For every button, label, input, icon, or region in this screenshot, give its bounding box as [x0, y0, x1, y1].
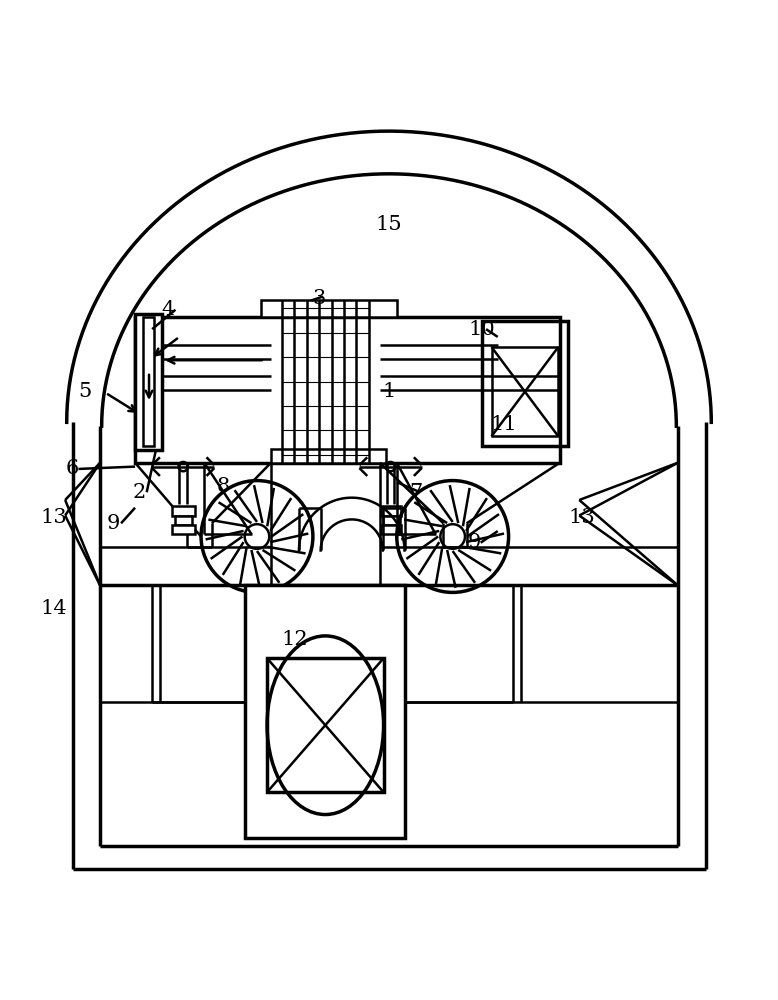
- Bar: [271, 449, 386, 463]
- Text: 4: 4: [161, 300, 174, 319]
- Bar: [381, 506, 401, 516]
- Bar: [261, 300, 397, 317]
- Bar: [492, 347, 559, 436]
- Bar: [482, 321, 568, 446]
- Text: 13: 13: [40, 508, 67, 527]
- Text: 8: 8: [217, 477, 230, 496]
- Text: 15: 15: [376, 215, 402, 234]
- Bar: [171, 506, 194, 516]
- Bar: [383, 516, 400, 525]
- Text: 7: 7: [409, 483, 422, 502]
- Text: 3: 3: [313, 289, 326, 308]
- Text: 1: 1: [382, 382, 396, 401]
- Bar: [174, 516, 191, 525]
- Text: 6: 6: [65, 459, 79, 478]
- Text: 5: 5: [78, 382, 91, 401]
- Bar: [135, 314, 163, 450]
- Text: 9: 9: [107, 514, 120, 533]
- Bar: [143, 317, 155, 446]
- Text: 9: 9: [468, 533, 481, 552]
- Bar: [245, 585, 405, 838]
- Bar: [171, 525, 194, 534]
- Text: 11: 11: [491, 415, 517, 434]
- Bar: [381, 525, 401, 534]
- Text: 10: 10: [469, 320, 496, 339]
- Bar: [267, 658, 384, 792]
- Text: 2: 2: [132, 483, 145, 502]
- Bar: [135, 317, 560, 463]
- Text: 14: 14: [40, 599, 67, 618]
- Text: 12: 12: [281, 630, 307, 649]
- Text: 13: 13: [568, 508, 595, 527]
